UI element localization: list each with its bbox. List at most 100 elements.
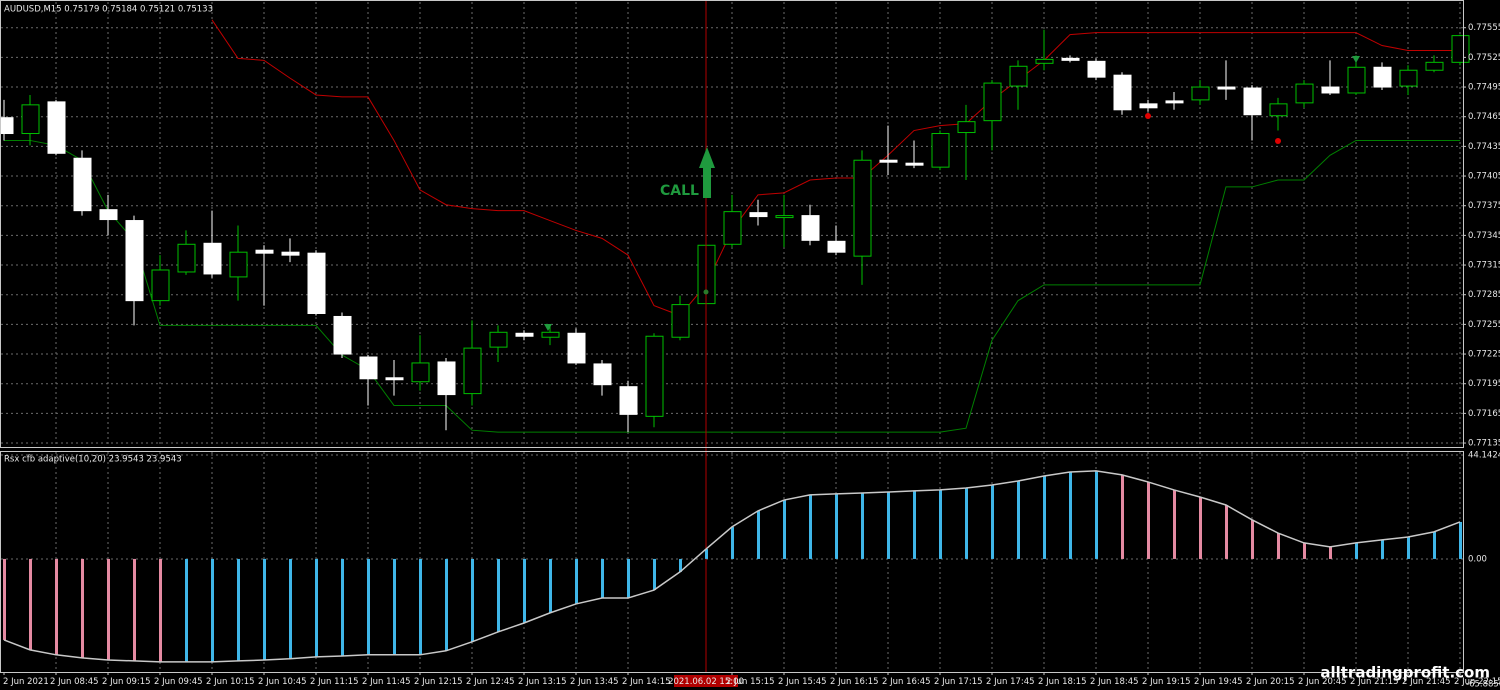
y-tick-label: 0.77465 [1468, 112, 1500, 122]
candle-body [385, 377, 404, 381]
x-tick-label: 2 Jun 15:45 [778, 677, 827, 687]
x-tick-label: 2 Jun 14:15 [622, 677, 671, 687]
x-tick-label: 2 Jun 17:45 [986, 677, 1035, 687]
candle-body [983, 82, 1002, 122]
histogram-bar [133, 558, 136, 661]
histogram-bar [523, 558, 526, 624]
candle-body [1373, 66, 1392, 88]
histogram-bar [1147, 481, 1150, 559]
y-tick-label: 0.77405 [1468, 172, 1500, 182]
candle-body [333, 315, 352, 355]
candle-body [1061, 57, 1080, 61]
histogram-bar [471, 558, 474, 642]
histogram-bar [1225, 504, 1228, 559]
x-tick-label: 2 Jun 21:15 [1350, 677, 1399, 687]
histogram-bar [1069, 472, 1072, 559]
candle-body [151, 269, 170, 302]
candle-body [1113, 74, 1132, 111]
candle-body [879, 159, 898, 163]
histogram-bar [263, 558, 266, 660]
indicator-line [3, 470, 1461, 663]
candle-body [1035, 58, 1054, 64]
x-tick-label: 2 Jun 20:45 [1298, 677, 1347, 687]
x-tick-label: 2 Jun 11:15 [310, 677, 359, 687]
x-tick-label: 2 Jun 11:45 [362, 677, 411, 687]
y-tick-label: 0.77375 [1468, 201, 1500, 211]
histogram-bar [81, 558, 84, 658]
histogram-bar [835, 493, 838, 559]
candle-body [853, 159, 872, 257]
x-tick-label: 2 Jun 12:15 [414, 677, 463, 687]
y-tick-label: 0.77345 [1468, 231, 1500, 241]
x-tick-label: 2 Jun 16:45 [882, 677, 931, 687]
candle-body [203, 242, 222, 275]
histogram-bar [731, 526, 734, 559]
candle-body [1399, 69, 1418, 87]
x-tick-label: 2 Jun 09:45 [154, 677, 203, 687]
x-tick-label: 2 Jun 15:15 [726, 677, 775, 687]
watermark: alltradingprofit.com [1320, 664, 1490, 682]
x-tick-label: 2 Jun 19:15 [1142, 677, 1191, 687]
histogram-bar [809, 494, 812, 559]
x-tick-label: 2 Jun 09:15 [102, 677, 151, 687]
chart-title: AUDUSD,M15 0.75179 0.75184 0.75121 0.751… [4, 5, 213, 15]
histogram-bar [965, 488, 968, 559]
price-panel-frame [0, 0, 1464, 448]
candle-body [229, 251, 248, 278]
candle-body [73, 157, 92, 212]
y-tick-label: 0.77555 [1468, 23, 1500, 33]
y-tick-label: 0.77315 [1468, 261, 1500, 271]
candle-body [463, 347, 482, 395]
candle-body [99, 209, 118, 221]
histogram-bar [1017, 480, 1020, 559]
histogram-bar [783, 500, 786, 559]
signal-dot [703, 289, 709, 295]
candle-body [489, 331, 508, 348]
candle-body [1087, 60, 1106, 78]
band-line [4, 139, 1460, 433]
candle-body [775, 215, 794, 219]
histogram-bar [289, 558, 292, 659]
x-tick-label: 2 Jun 17:15 [934, 677, 983, 687]
candle-body [0, 117, 14, 135]
histogram-bar [1407, 537, 1410, 559]
band-line [211, 19, 1460, 317]
signal-markers [544, 56, 1360, 331]
x-tick-label: 2 Jun 18:45 [1090, 677, 1139, 687]
call-annotation: CALL [660, 183, 699, 199]
histogram-bar [315, 558, 318, 657]
histogram-bar [367, 558, 370, 655]
x-tick-label: 2 Jun 13:45 [570, 677, 619, 687]
histogram-bar [1303, 542, 1306, 559]
histogram-bar [1173, 489, 1176, 559]
histogram-bar [1095, 470, 1098, 559]
x-tick-label: 2 Jun 13:15 [518, 677, 567, 687]
candle-body [593, 363, 612, 386]
x-tick-label: 2 Jun 10:45 [258, 677, 307, 687]
histogram-bar [55, 558, 58, 655]
x-tick-label: 2 Jun 22:15 [1454, 677, 1500, 687]
histogram-bar [185, 558, 188, 662]
candle-body [281, 251, 300, 256]
histogram-bar [991, 484, 994, 559]
candle-body [567, 332, 586, 364]
histogram-bar [341, 558, 344, 656]
histogram-bar [1251, 519, 1254, 559]
histogram-bar [1199, 496, 1202, 559]
candle-body [931, 133, 950, 168]
histogram-bar [419, 558, 422, 655]
crosshair-label: 2021.06.02 15:00 [668, 677, 744, 687]
histogram-bar [887, 492, 890, 559]
crosshair-label-bg [674, 675, 738, 687]
candle-body [749, 212, 768, 218]
candle-body [827, 240, 846, 253]
histogram-bar [393, 558, 396, 655]
plot-layer [0, 0, 1470, 672]
candle-body [1295, 83, 1314, 104]
histogram-bar [1355, 542, 1358, 559]
y-tick-label: 0.77285 [1468, 290, 1500, 300]
y-tick-label: 0.77165 [1468, 409, 1500, 419]
candle-body [1243, 87, 1262, 116]
candle-body [957, 121, 976, 134]
y-tick-label: 0.77255 [1468, 320, 1500, 330]
